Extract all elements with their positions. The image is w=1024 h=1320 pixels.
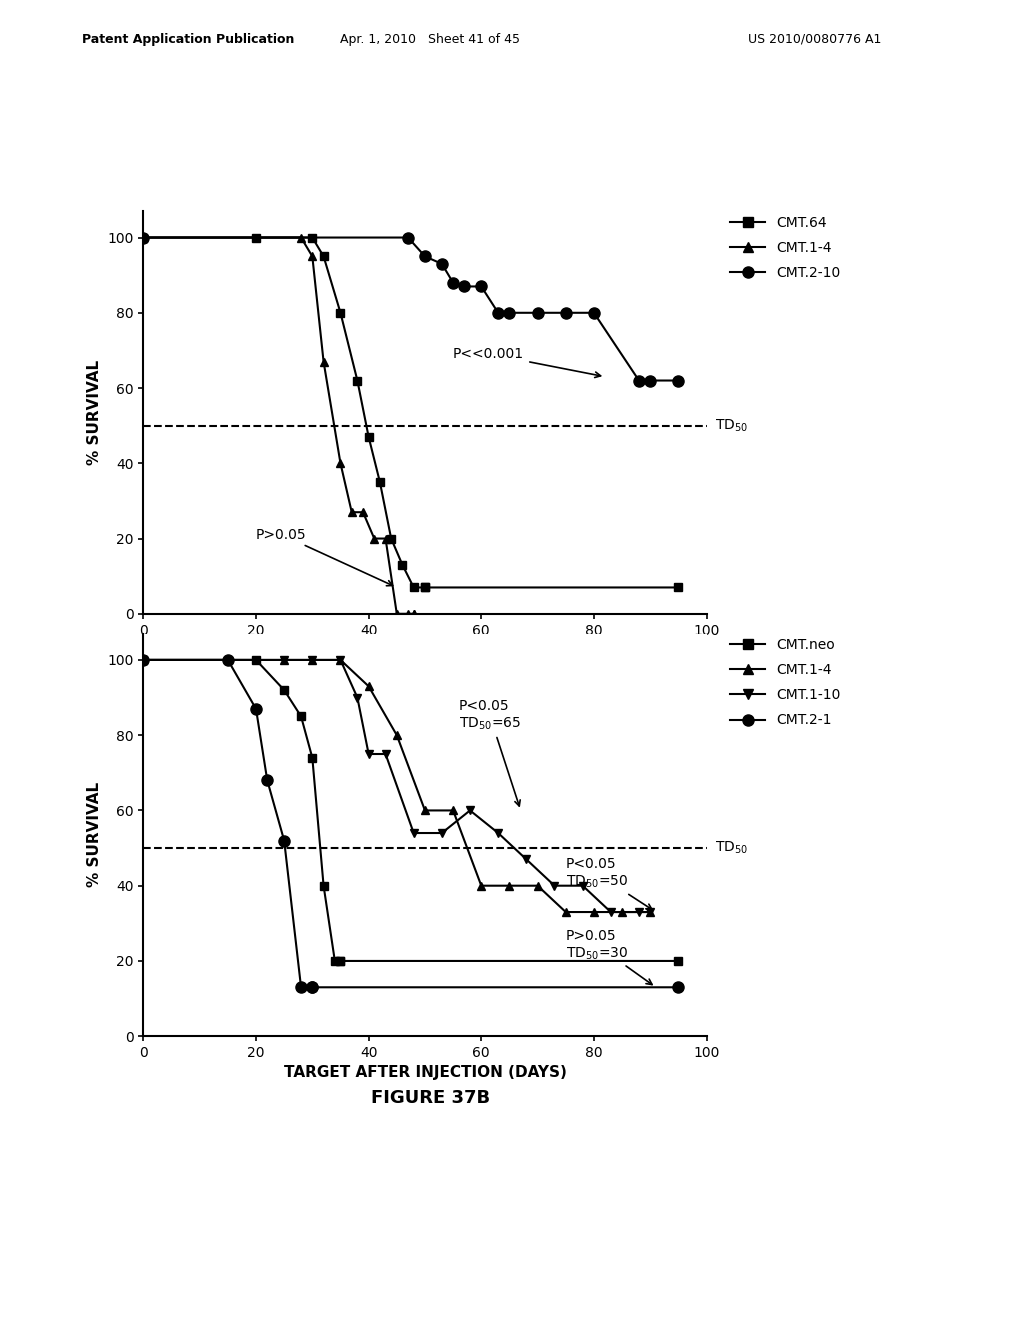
Text: FIGURE 37B: FIGURE 37B	[371, 1089, 489, 1107]
X-axis label: TARGET AFTER INJECTION (DAYS): TARGET AFTER INJECTION (DAYS)	[284, 1065, 566, 1081]
Text: P<0.05
TD$_{50}$=65: P<0.05 TD$_{50}$=65	[459, 700, 521, 807]
Y-axis label: % SURVIVAL: % SURVIVAL	[87, 783, 101, 887]
Text: TD$_{50}$: TD$_{50}$	[715, 417, 748, 434]
Text: Apr. 1, 2010   Sheet 41 of 45: Apr. 1, 2010 Sheet 41 of 45	[340, 33, 520, 46]
Text: TD$_{50}$: TD$_{50}$	[715, 840, 748, 857]
Text: P>0.05: P>0.05	[256, 528, 392, 586]
Text: P<0.05
TD$_{50}$=50: P<0.05 TD$_{50}$=50	[565, 857, 652, 909]
Text: Patent Application Publication: Patent Application Publication	[82, 33, 294, 46]
Text: P<<0.001: P<<0.001	[454, 347, 601, 378]
Text: P>0.05
TD$_{50}$=30: P>0.05 TD$_{50}$=30	[565, 929, 652, 985]
Legend: CMT.neo, CMT.1-4, CMT.1-10, CMT.2-1: CMT.neo, CMT.1-4, CMT.1-10, CMT.2-1	[725, 632, 846, 733]
Text: US 2010/0080776 A1: US 2010/0080776 A1	[748, 33, 881, 46]
Legend: CMT.64, CMT.1-4, CMT.2-10: CMT.64, CMT.1-4, CMT.2-10	[725, 210, 846, 285]
Y-axis label: % SURVIVAL: % SURVIVAL	[87, 360, 101, 465]
